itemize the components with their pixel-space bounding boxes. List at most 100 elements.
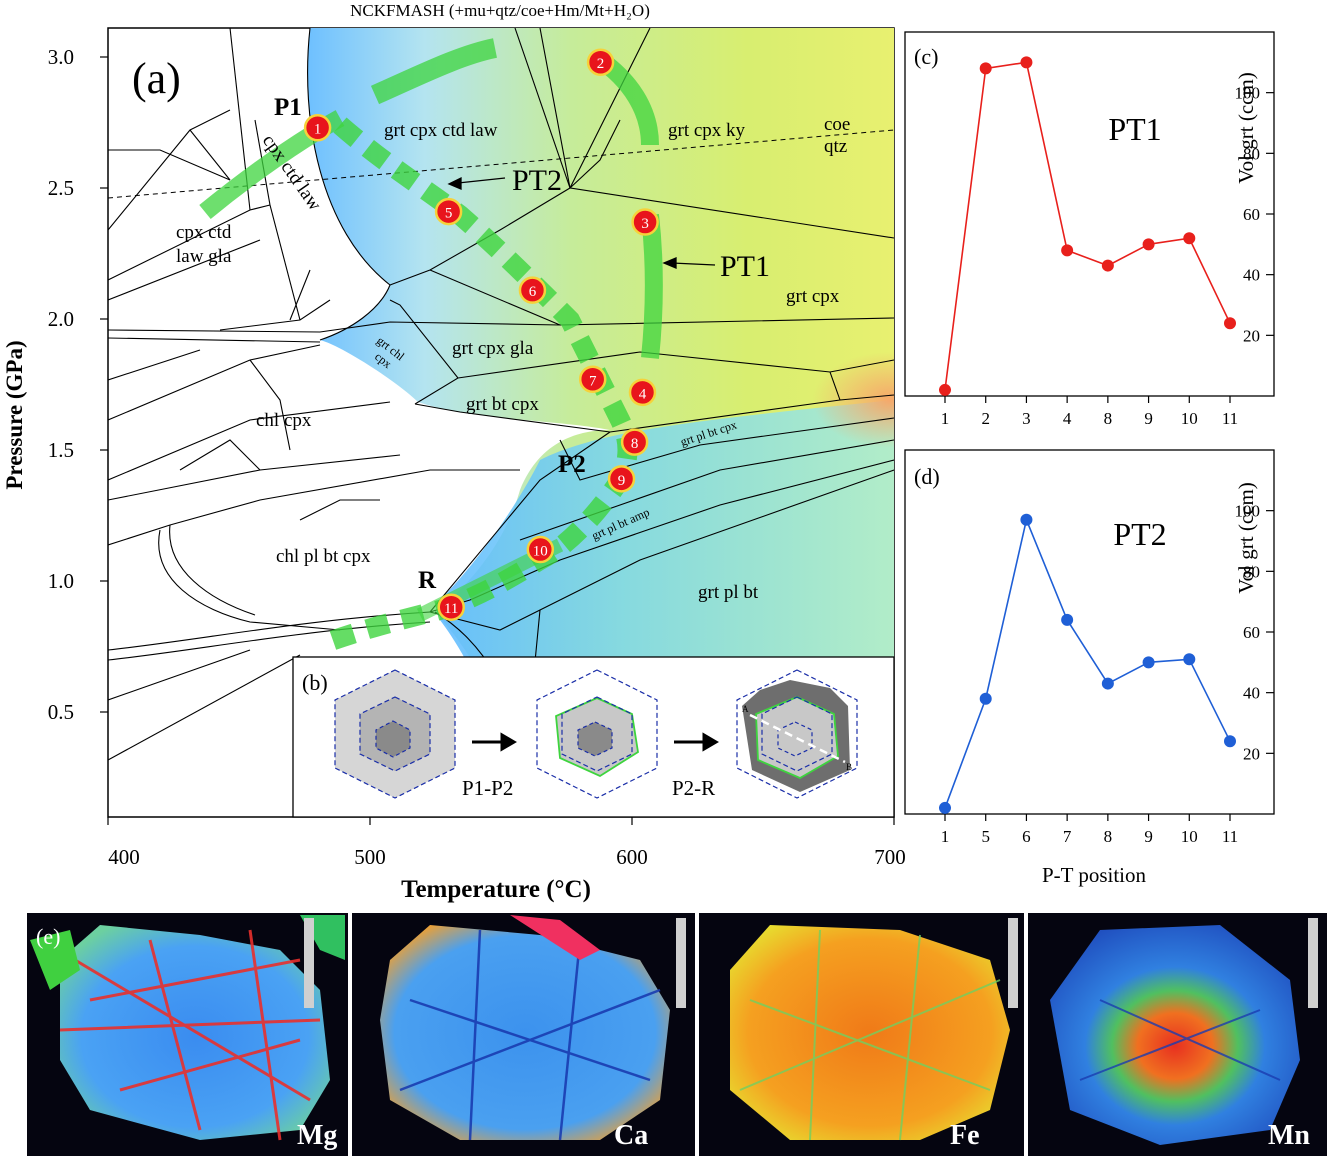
pt-point-3: 3 bbox=[631, 208, 659, 236]
pt-point-number: 1 bbox=[314, 122, 322, 138]
step-p2-r: P2-R bbox=[672, 776, 715, 800]
panel-a-x-axis: 400 500 600 700 Temperature (°C) bbox=[107, 817, 906, 903]
y-tick-label: 60 bbox=[1243, 623, 1260, 642]
pt-point-number: 9 bbox=[618, 473, 626, 489]
x-tick-label: 2 bbox=[981, 409, 990, 428]
arrow-icon bbox=[674, 732, 719, 752]
data-point bbox=[1101, 259, 1114, 272]
panel-e-maps bbox=[27, 913, 1327, 1156]
pt-point-marker bbox=[631, 208, 659, 236]
element-map-ca bbox=[352, 913, 695, 1156]
pt-point-marker bbox=[437, 593, 465, 621]
pt-point-marker bbox=[578, 365, 607, 394]
data-point bbox=[979, 62, 992, 75]
x-tick: 500 bbox=[354, 845, 386, 869]
pt-point-number: 4 bbox=[639, 386, 647, 402]
pt-point-marker bbox=[620, 428, 649, 456]
pt-point-6: 6 bbox=[518, 276, 547, 304]
panel-d-ylabel: Vol grt (ccm) bbox=[1234, 482, 1258, 594]
field-grt-pl-bt: grt pl bt bbox=[698, 582, 759, 603]
pt-point-marker bbox=[628, 378, 657, 407]
data-point bbox=[979, 692, 992, 705]
data-point bbox=[1020, 513, 1033, 526]
series-line bbox=[944, 61, 1231, 391]
pt-point-number: 7 bbox=[589, 373, 597, 389]
pt-point-9: 9 bbox=[607, 465, 636, 493]
y-axis-label: Pressure (GPa) bbox=[2, 340, 27, 489]
marker-b: B bbox=[846, 762, 852, 772]
pt-point-number: 3 bbox=[641, 216, 649, 232]
data-point bbox=[1142, 238, 1155, 251]
x-tick-label: 1 bbox=[941, 409, 950, 428]
pt-point-marker bbox=[526, 535, 555, 564]
data-point bbox=[1101, 677, 1114, 690]
garnet-stage-2 bbox=[536, 669, 658, 799]
panel-d-label: (d) bbox=[914, 464, 940, 489]
pt-points: 1 2 3 4 5 6 7 8 9 10 11 bbox=[303, 48, 659, 621]
x-tick-label: 10 bbox=[1181, 409, 1198, 428]
x-tick: 700 bbox=[874, 845, 906, 869]
panel-b-label: (b) bbox=[302, 670, 328, 695]
pt-point-2: 2 bbox=[586, 48, 615, 76]
x-tick-label: 1 bbox=[941, 827, 950, 846]
label-p2: P2 bbox=[558, 451, 586, 478]
y-tick: 3.0 bbox=[48, 45, 74, 69]
y-tick: 2.5 bbox=[48, 176, 74, 200]
label-pt2: PT2 bbox=[512, 164, 562, 197]
marker-a: A bbox=[742, 704, 749, 714]
x-tick-label: 5 bbox=[981, 827, 990, 846]
y-tick: 1.0 bbox=[48, 569, 74, 593]
x-tick-label: 6 bbox=[1022, 827, 1031, 846]
data-point bbox=[1142, 656, 1155, 669]
data-point bbox=[1020, 56, 1033, 69]
field-cpx-ctd: cpx ctd bbox=[176, 222, 232, 243]
data-point bbox=[1224, 735, 1236, 748]
y-tick: 0.5 bbox=[48, 700, 74, 724]
y-tick-label: 100 bbox=[1235, 84, 1261, 103]
pt-point-marker bbox=[434, 197, 463, 226]
pt-point-number: 2 bbox=[597, 56, 605, 72]
pt-point-7: 7 bbox=[578, 365, 607, 394]
y-tick-label: 100 bbox=[1235, 502, 1261, 521]
pt-point-1: 1 bbox=[303, 113, 332, 142]
panel-c-label: (c) bbox=[914, 44, 938, 69]
x-tick-label: 10 bbox=[1181, 827, 1198, 846]
y-tick: 2.0 bbox=[48, 307, 74, 331]
map-label-mn: Mn bbox=[1268, 1120, 1310, 1151]
field-grt-cpx: grt cpx bbox=[786, 286, 840, 307]
pt-point-marker bbox=[607, 465, 636, 493]
y-tick-label: 80 bbox=[1243, 144, 1260, 163]
field-grt-bt-cpx: grt bt cpx bbox=[466, 394, 539, 415]
panel-a-y-axis: 0.5 1.0 1.5 2.0 2.5 3.0 Pressure (GPa) bbox=[2, 45, 108, 724]
field-grt-cpx-gla: grt cpx gla bbox=[452, 338, 534, 359]
data-point bbox=[1224, 317, 1236, 330]
pt-point-11: 11 bbox=[437, 593, 465, 621]
pt-point-marker bbox=[518, 276, 547, 304]
pt-point-8: 8 bbox=[620, 428, 649, 456]
label-r: R bbox=[418, 567, 437, 594]
label-p1: P1 bbox=[274, 94, 302, 121]
y-tick-label: 20 bbox=[1243, 326, 1260, 345]
pt-point-marker bbox=[586, 48, 615, 76]
map-label-fe: Fe bbox=[950, 1120, 980, 1151]
pt-point-marker bbox=[303, 113, 332, 142]
x-tick-label: 8 bbox=[1104, 827, 1113, 846]
pt-point-number: 8 bbox=[631, 436, 639, 452]
field-coe: coe bbox=[824, 114, 850, 135]
x-tick-label: 7 bbox=[1063, 827, 1072, 846]
series-line bbox=[944, 517, 1231, 809]
y-tick-label: 40 bbox=[1243, 684, 1260, 703]
x-tick-label: 4 bbox=[1063, 409, 1072, 428]
panel-d-chart: (d) PT2 Vol grt (ccm) P-T position 20 40 6… bbox=[904, 449, 1275, 887]
pt-point-number: 10 bbox=[533, 544, 548, 560]
pt-point-4: 4 bbox=[628, 378, 657, 407]
panel-d-xlabel: P-T position bbox=[1042, 863, 1147, 887]
y-tick: 1.5 bbox=[48, 438, 74, 462]
element-map-mn bbox=[1028, 913, 1327, 1156]
label-pt1: PT1 bbox=[720, 250, 770, 283]
data-point bbox=[1183, 653, 1196, 666]
y-tick-label: 60 bbox=[1243, 205, 1260, 224]
garnet-stage-3 bbox=[736, 669, 858, 799]
pt-point-10: 10 bbox=[526, 535, 555, 564]
field-qtz: qtz bbox=[824, 136, 847, 157]
